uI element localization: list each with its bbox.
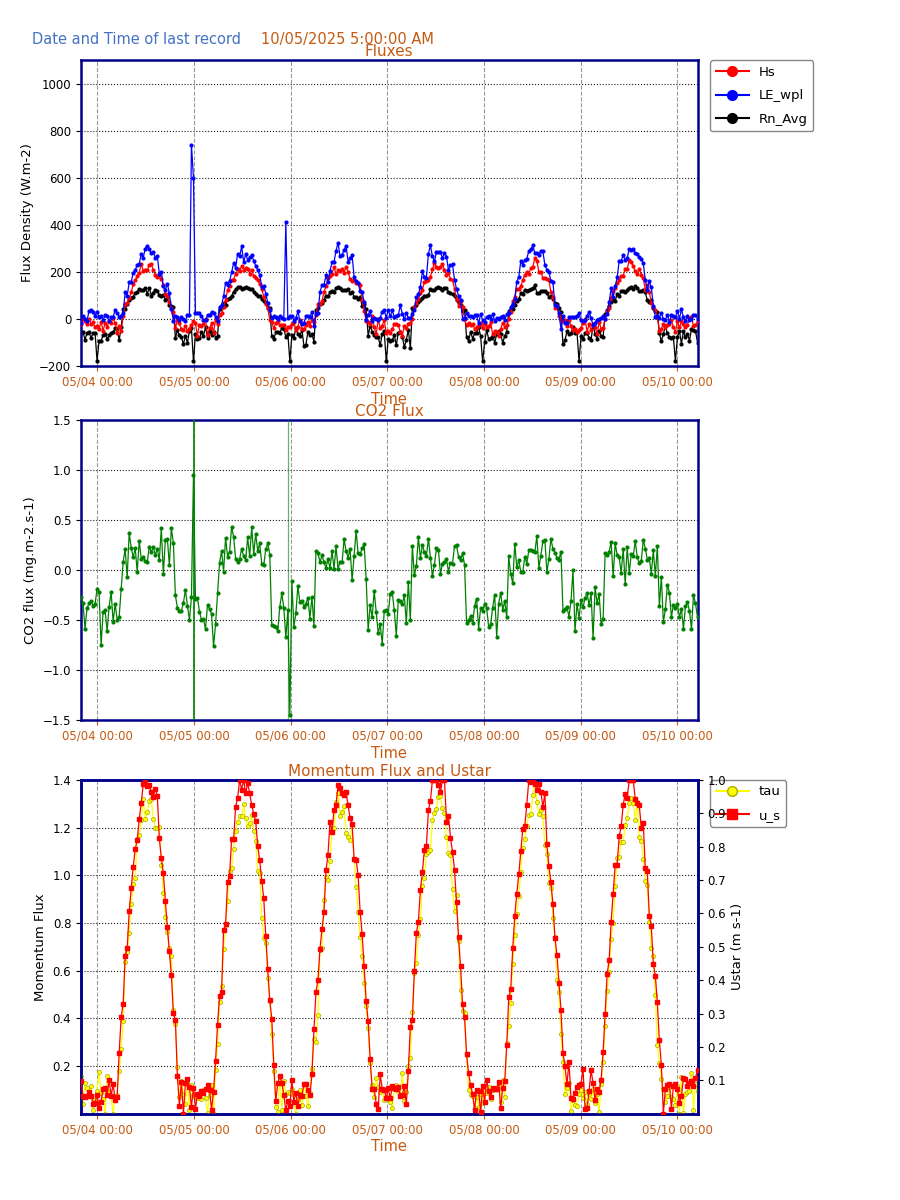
Title: CO2 Flux: CO2 Flux (355, 404, 424, 419)
Legend: tau, u_s: tau, u_s (710, 780, 787, 827)
Legend: Hs, LE_wpl, Rn_Avg: Hs, LE_wpl, Rn_Avg (710, 60, 814, 131)
X-axis label: Time: Time (372, 391, 407, 407)
Text: Date and Time of last record: Date and Time of last record (32, 32, 240, 47)
Y-axis label: Momentum Flux: Momentum Flux (34, 893, 47, 1001)
Y-axis label: Ustar (m s-1): Ustar (m s-1) (732, 904, 744, 990)
Title: Momentum Flux and Ustar: Momentum Flux and Ustar (288, 764, 490, 779)
Y-axis label: Flux Density (W.m-2): Flux Density (W.m-2) (21, 144, 33, 282)
Text: 10/05/2025 5:00:00 AM: 10/05/2025 5:00:00 AM (261, 32, 434, 47)
X-axis label: Time: Time (372, 1139, 407, 1154)
Y-axis label: CO2 flux (mg.m-2.s-1): CO2 flux (mg.m-2.s-1) (24, 496, 37, 644)
Title: Fluxes: Fluxes (364, 44, 414, 59)
X-axis label: Time: Time (372, 745, 407, 761)
